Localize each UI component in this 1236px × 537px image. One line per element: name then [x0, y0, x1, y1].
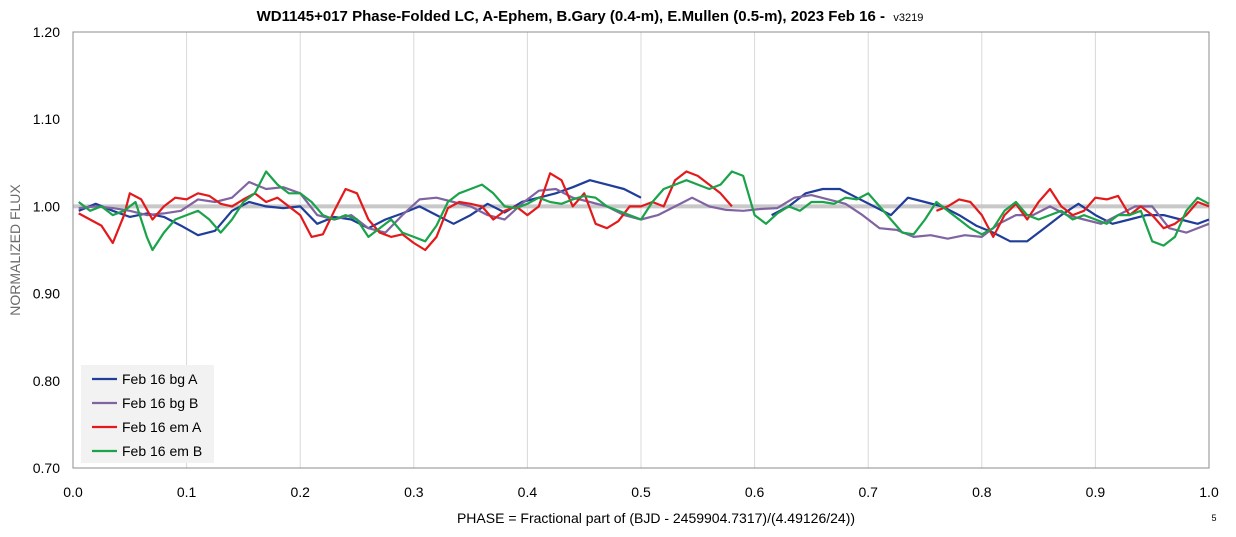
- x-tick-label: 1.0: [1199, 484, 1219, 500]
- legend-label: Feb 16 bg B: [122, 395, 198, 411]
- corner-note: 5: [1211, 513, 1216, 523]
- y-tick-label: 1.00: [33, 198, 60, 214]
- legend: Feb 16 bg A Feb 16 bg B Feb 16 em A Feb 16 …: [81, 365, 214, 463]
- series-line-feb-16-em-a: [936, 187, 1210, 238]
- legend-label: Feb 16 em B: [122, 443, 202, 459]
- series-line-feb-16-bg-b: [78, 180, 1210, 240]
- x-axis-ticks: 0.0 0.1 0.2 0.3 0.4 0.5 0.6 0.7 0.8 0.9 1.0: [63, 484, 1219, 500]
- x-tick-label: 0.3: [404, 484, 424, 500]
- x-tick-label: 0.8: [972, 484, 992, 500]
- y-tick-label: 1.10: [33, 111, 60, 127]
- version-tag: v3219: [893, 12, 923, 24]
- chart-title-text: WD1145+017 Phase-Folded LC, A-Ephem, B.G…: [257, 8, 885, 25]
- legend-label: Feb 16 bg A: [122, 371, 198, 387]
- chart-title: WD1145+017 Phase-Folded LC, A-Ephem, B.G…: [257, 8, 924, 25]
- plot-area-border: [72, 31, 1210, 469]
- series-line-feb-16-bg-a: [771, 187, 1210, 243]
- y-tick-label: 0.70: [33, 460, 60, 476]
- x-tick-label: 0.2: [290, 484, 310, 500]
- x-tick-label: 0.9: [1086, 484, 1106, 500]
- series-line-feb-16-em-a: [78, 170, 733, 252]
- x-tick-label: 0.0: [63, 484, 83, 500]
- svg-text:WD1145+017 Phase-Folded LC, A-: WD1145+017 Phase-Folded LC, A-Ephem, B.G…: [257, 8, 924, 25]
- y-tick-label: 0.80: [33, 373, 60, 389]
- vertical-gridlines: [186, 32, 1096, 468]
- x-tick-label: 0.6: [745, 484, 765, 500]
- x-tick-label: 0.1: [177, 484, 197, 500]
- y-axis-label: NORMALIZED FLUX: [7, 184, 23, 316]
- x-axis-label: PHASE = Fractional part of (BJD - 245990…: [457, 510, 855, 526]
- x-tick-label: 0.7: [858, 484, 878, 500]
- y-axis-ticks: 0.70 0.80 0.90 1.00 1.10 1.20: [33, 24, 60, 476]
- series-line-feb-16-em-b: [78, 170, 1210, 252]
- legend-background: [81, 365, 214, 463]
- y-tick-label: 0.90: [33, 286, 60, 302]
- y-tick-label: 1.20: [33, 24, 60, 40]
- x-tick-label: 0.4: [518, 484, 538, 500]
- x-tick-label: 0.5: [631, 484, 651, 500]
- legend-label: Feb 16 em A: [122, 419, 202, 435]
- series-lines: [78, 170, 1210, 252]
